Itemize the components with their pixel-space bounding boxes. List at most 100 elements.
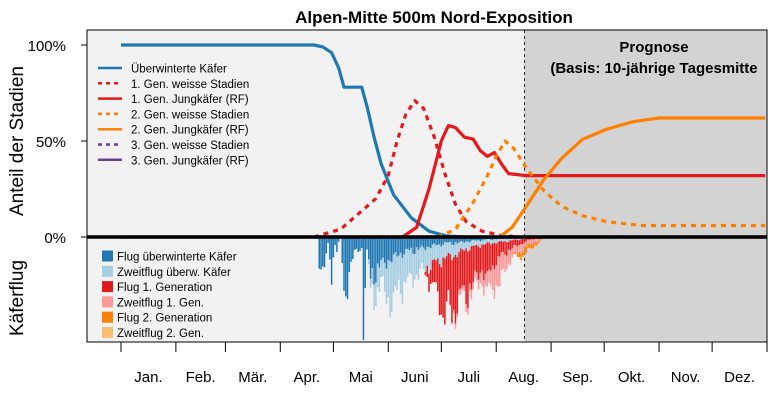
flight-bar [520,244,522,254]
flight-bar [403,254,405,282]
flight-bar [449,254,451,305]
flight-bar [536,238,538,243]
flight-bar [371,267,374,284]
flight-bar [536,245,538,247]
flight-bar [444,237,446,243]
flight-bar [461,241,464,250]
flight-bar [452,245,455,258]
flight-bar [408,237,411,251]
flight-bar [518,238,520,241]
flight-bar [442,237,444,245]
flight-bar [523,247,526,255]
flight-bar [472,245,474,283]
flight-bar [461,237,464,242]
x-tick-label: Mai [349,369,373,386]
flight-bar [435,245,437,261]
flight-bar [522,239,524,245]
flight-bar [483,244,485,281]
flight-bar [410,237,413,248]
flight-bar [452,257,455,310]
flight-bar [529,239,531,244]
y-axis-label-lower: Käferflug [7,260,28,336]
flight-bar [426,237,428,247]
legend-flight-swatch [102,265,113,277]
legend-flight-swatch [102,296,113,308]
flight-bar [442,257,444,318]
flight-bar [460,237,462,242]
flight-bar [456,237,459,244]
flight-bar [318,237,320,269]
flight-bar [502,239,505,242]
flight-bar [444,258,446,325]
flight-bar [456,313,459,318]
flight-bar [352,237,354,260]
flight-bar [433,237,436,244]
flight-bar [470,246,473,290]
legend-lines: Überwinterte Käfer 1. Gen. weisse Stadien… [98,64,249,167]
flight-bar [373,284,375,310]
flight-bar [514,251,517,254]
flight-bar [433,243,436,260]
flight-bar [481,270,483,287]
flight-bar [506,255,508,270]
flight-bar [320,237,322,270]
legend-line-label: 1. Gen. Jungkäfer (RF) [131,94,249,106]
x-axis-months: Jan. Feb. Mär. Apr. Mai Juni Juli Aug. Sep. Okt. N… [120,342,768,386]
flight-bar [353,237,356,250]
flight-bar [428,273,430,292]
flight-bar [486,239,489,243]
flight-bar [484,273,487,286]
flight-bar [537,237,540,242]
flight-bar [500,238,503,242]
flight-bar [491,239,494,244]
flight-bar [440,237,443,247]
flight-bar [403,237,405,255]
flight-bar [429,237,432,249]
flight-bar [445,237,448,243]
y-tick-label-0: 0% [44,230,66,247]
flight-bar [433,259,436,282]
flight-bar [472,240,474,246]
flight-bar [359,237,361,251]
flight-bar [440,246,443,268]
flight-bar [345,237,347,297]
flight-bar [477,246,480,280]
flight-bar [477,240,480,247]
flight-bar [506,238,508,243]
flight-bar [368,259,370,265]
flight-bar [435,260,437,283]
flight-bar [518,240,520,246]
flight-bar [431,244,434,261]
flight-bar [507,239,510,242]
flight-bar [442,244,444,258]
flight-bar [414,237,416,255]
flight-bar [437,245,439,259]
flight-bar [463,237,466,243]
flight-bar [392,254,395,293]
flight-bar [477,279,480,290]
flight-bar [481,244,483,271]
flight-bar [514,238,517,240]
flight-bar [534,245,536,247]
flight-bar [516,239,519,247]
flight-bar [417,249,420,280]
forecast-label-2: (Basis: 10-jährige Tagesmitte [550,60,757,77]
flight-bar [475,240,478,245]
flight-bar [536,242,538,246]
flight-bar [454,323,457,329]
flight-bar [391,237,393,263]
flight-bar [461,285,464,290]
flight-bar [401,257,404,304]
x-tick-label: Aug. [508,369,539,386]
legend-line-label: 1. Gen. weisse Stadien [131,79,249,91]
x-tick-label: Sep. [562,369,593,386]
flight-bar [452,309,455,314]
flight-bar [474,240,476,246]
flight-bar [451,322,453,325]
flight-bar [532,248,535,249]
flight-bar [488,242,490,270]
series-line [121,43,465,239]
x-tick-label: Feb. [186,369,216,386]
flight-bar [463,250,466,286]
flight-bar [516,246,519,254]
